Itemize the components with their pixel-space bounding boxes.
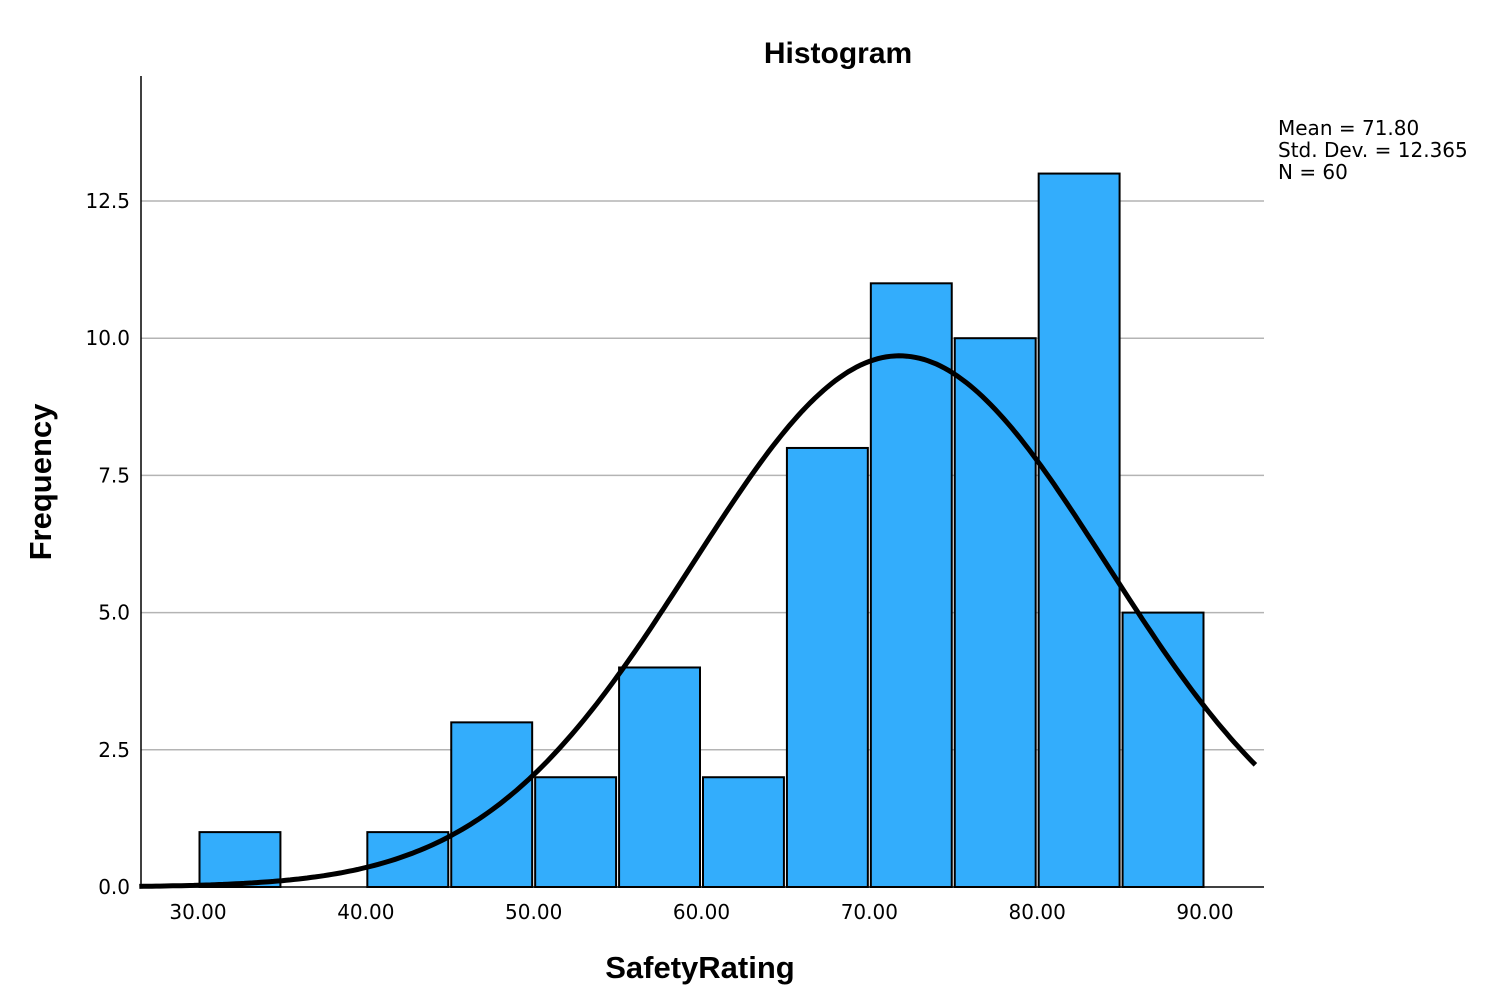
histogram-bar [618,666,701,888]
x-tick-labels: 30.00 40.00 50.00 60.00 70.00 80.00 90.00 [169,900,1233,924]
x-tick-label: 90.00 [1176,900,1233,924]
x-tick-label: 80.00 [1009,900,1066,924]
y-tick-label: 12.5 [85,189,130,213]
x-tick-label: 50.00 [505,900,562,924]
y-axis-title: Frequency [23,403,58,561]
histogram-bars [198,172,1205,888]
x-tick-label: 30.00 [169,900,226,924]
stats-box: Mean = 71.80 Std. Dev. = 12.365 N = 60 [1278,116,1468,184]
histogram-bar [534,776,618,888]
axes [140,76,1264,888]
histogram-bar [450,721,534,888]
y-tick-label: 2.5 [98,738,130,762]
y-tick-labels: 0.0 2.5 5.0 7.5 10.0 12.5 [85,189,130,899]
y-tick-label: 7.5 [98,463,130,487]
normal-curve [139,353,1258,889]
histogram-bar [1037,172,1121,888]
stats-n: N = 60 [1278,160,1348,184]
x-tick-label: 40.00 [337,900,394,924]
chart-title: Histogram [764,37,912,70]
x-tick-label: 70.00 [841,900,898,924]
y-tick-label: 5.0 [98,601,130,625]
histogram-bar [953,337,1037,888]
stats-std-dev: Std. Dev. = 12.365 [1278,138,1468,162]
x-tick-label: 60.00 [673,900,730,924]
stats-mean: Mean = 71.80 [1278,116,1419,140]
histogram-bar [702,776,785,888]
x-axis-title: SafetyRating [605,950,794,985]
histogram-bar [785,446,869,888]
histogram-bar [198,831,282,888]
y-tick-label: 10.0 [85,326,130,350]
histogram-bar [869,282,953,888]
y-tick-label: 0.0 [98,875,130,899]
